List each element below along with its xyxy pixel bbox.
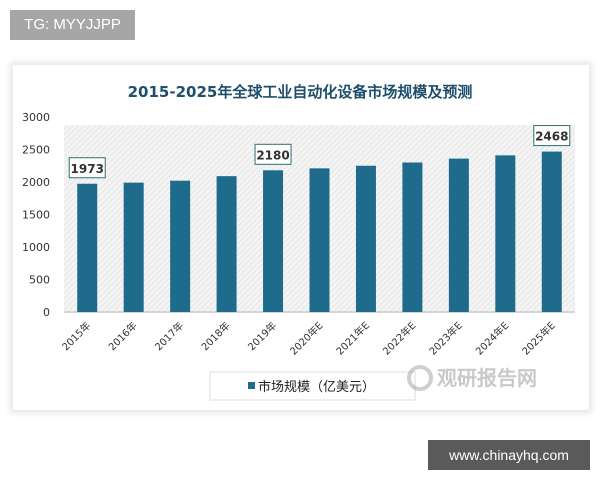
y-tick-label: 1500 <box>22 209 50 222</box>
x-tick-label: 2022年E <box>380 319 419 358</box>
bar <box>216 176 237 312</box>
y-tick-label: 3000 <box>22 111 50 124</box>
y-tick-label: 1000 <box>22 241 50 254</box>
data-label: 2180 <box>256 148 289 162</box>
y-tick-label: 2000 <box>22 176 50 189</box>
legend: 市场规模（亿美元） <box>209 371 416 401</box>
watermark-tag: TG: MYYJJPP <box>10 10 135 40</box>
logo-watermark: 观研报告网 <box>407 365 537 391</box>
bar <box>309 168 330 312</box>
legend-label: 市场规模（亿美元） <box>258 379 375 395</box>
data-label-box <box>254 143 292 165</box>
bar <box>402 162 423 312</box>
data-label: 1973 <box>71 162 104 176</box>
x-tick-label: 2019年 <box>245 319 279 353</box>
bar <box>123 182 144 312</box>
x-tick-label: 2015年 <box>59 319 93 353</box>
y-tick-label: 2500 <box>22 144 50 157</box>
legend-swatch <box>248 382 255 389</box>
logo-text: 观研报告网 <box>437 366 537 390</box>
x-tick-label: 2016年 <box>106 319 140 353</box>
x-tick-label: 2021年E <box>333 319 372 358</box>
x-tick-label: 2025年E <box>519 319 558 358</box>
bar <box>495 155 516 312</box>
bar <box>263 170 284 312</box>
x-tick-label: 2023年E <box>426 319 465 358</box>
chart-title: 2015-2025年全球工业自动化设备市场规模及预测 <box>128 83 473 101</box>
bar <box>541 151 562 312</box>
bar <box>170 180 191 312</box>
data-label: 2468 <box>535 130 568 144</box>
x-tick-label: 2024年E <box>473 319 512 358</box>
y-tick-label: 500 <box>29 274 50 287</box>
x-tick-label: 2017年 <box>152 319 186 353</box>
watermark-url: www.chinayhq.com <box>428 440 590 470</box>
x-tick-label: 2020年E <box>287 319 326 358</box>
bar <box>448 158 469 312</box>
bar <box>77 183 98 312</box>
data-label-box <box>68 157 106 179</box>
data-label-box <box>533 125 571 147</box>
x-tick-label: 2018年 <box>198 319 232 353</box>
y-tick-label: 0 <box>43 306 50 319</box>
bar <box>355 165 376 312</box>
